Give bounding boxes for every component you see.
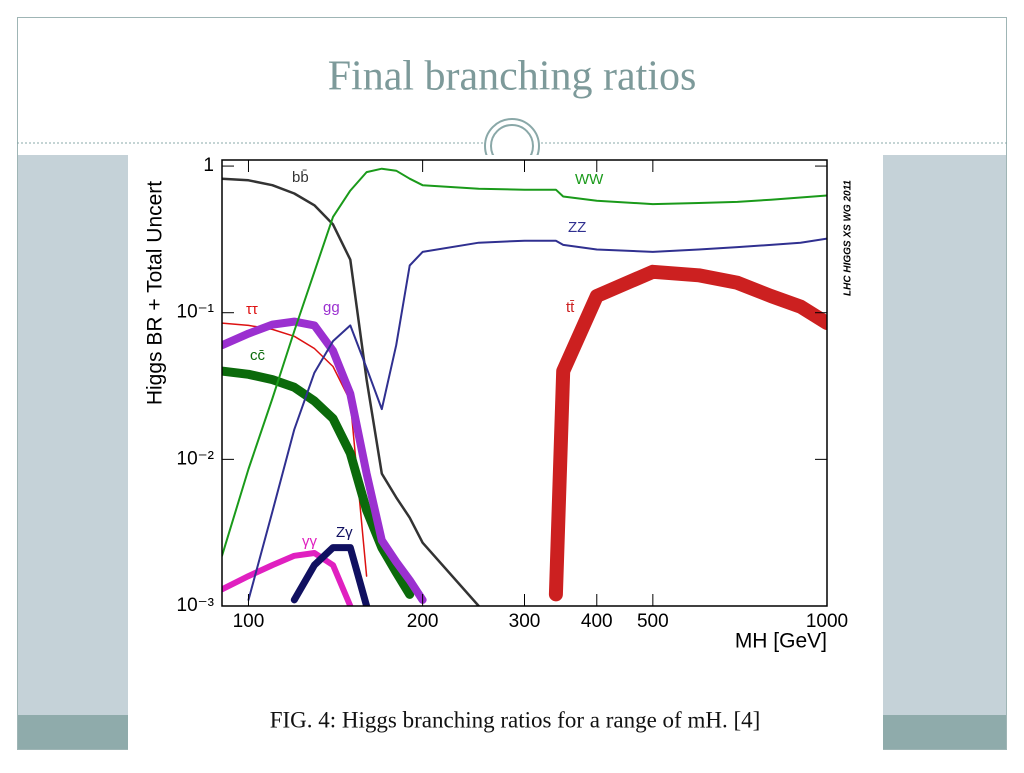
x-tick-label: 400 bbox=[581, 611, 613, 632]
y-tick-label: 1 bbox=[203, 155, 214, 176]
series-label: gg bbox=[323, 299, 340, 316]
series-line bbox=[222, 177, 480, 606]
x-axis-label: MH [GeV] bbox=[735, 630, 827, 653]
series-label: ττ bbox=[246, 301, 258, 318]
series-label: bb̄ bbox=[292, 169, 309, 186]
series-line bbox=[222, 167, 827, 557]
left-strip bbox=[18, 715, 128, 749]
x-tick-label: 100 bbox=[233, 611, 265, 632]
x-tick-label: 1000 bbox=[806, 611, 848, 632]
annotation: LHC HIGGS XS WG 2011 bbox=[843, 180, 854, 296]
right-panel bbox=[883, 155, 1006, 715]
x-tick-label: 300 bbox=[509, 611, 541, 632]
plot-area bbox=[222, 167, 827, 606]
y-axis-label: Higgs BR + Total Uncert bbox=[144, 181, 167, 405]
x-tick-label: 200 bbox=[407, 611, 439, 632]
x-tick-label: 500 bbox=[637, 611, 669, 632]
y-tick-label: 10⁻¹ bbox=[177, 302, 215, 323]
slide-title: Final branching ratios bbox=[328, 54, 697, 100]
series-line bbox=[290, 544, 371, 606]
caption: FIG. 4: Higgs branching ratios for a ran… bbox=[270, 707, 761, 732]
series-label: tt̄ bbox=[566, 299, 575, 316]
y-tick-label: 10⁻³ bbox=[177, 595, 215, 616]
series-label: WW bbox=[575, 171, 604, 188]
series-line bbox=[548, 264, 827, 602]
series-label: cc̄ bbox=[250, 347, 266, 364]
series-label: Zγ bbox=[336, 524, 353, 541]
series-label: ZZ bbox=[568, 219, 586, 236]
left-panel bbox=[18, 155, 128, 715]
series-line bbox=[222, 550, 354, 606]
y-tick-label: 10⁻² bbox=[177, 448, 215, 469]
series-line bbox=[222, 366, 415, 599]
series-line bbox=[247, 237, 827, 601]
series-label: γγ bbox=[302, 533, 318, 550]
right-strip bbox=[883, 715, 1006, 749]
series-line bbox=[222, 317, 427, 604]
